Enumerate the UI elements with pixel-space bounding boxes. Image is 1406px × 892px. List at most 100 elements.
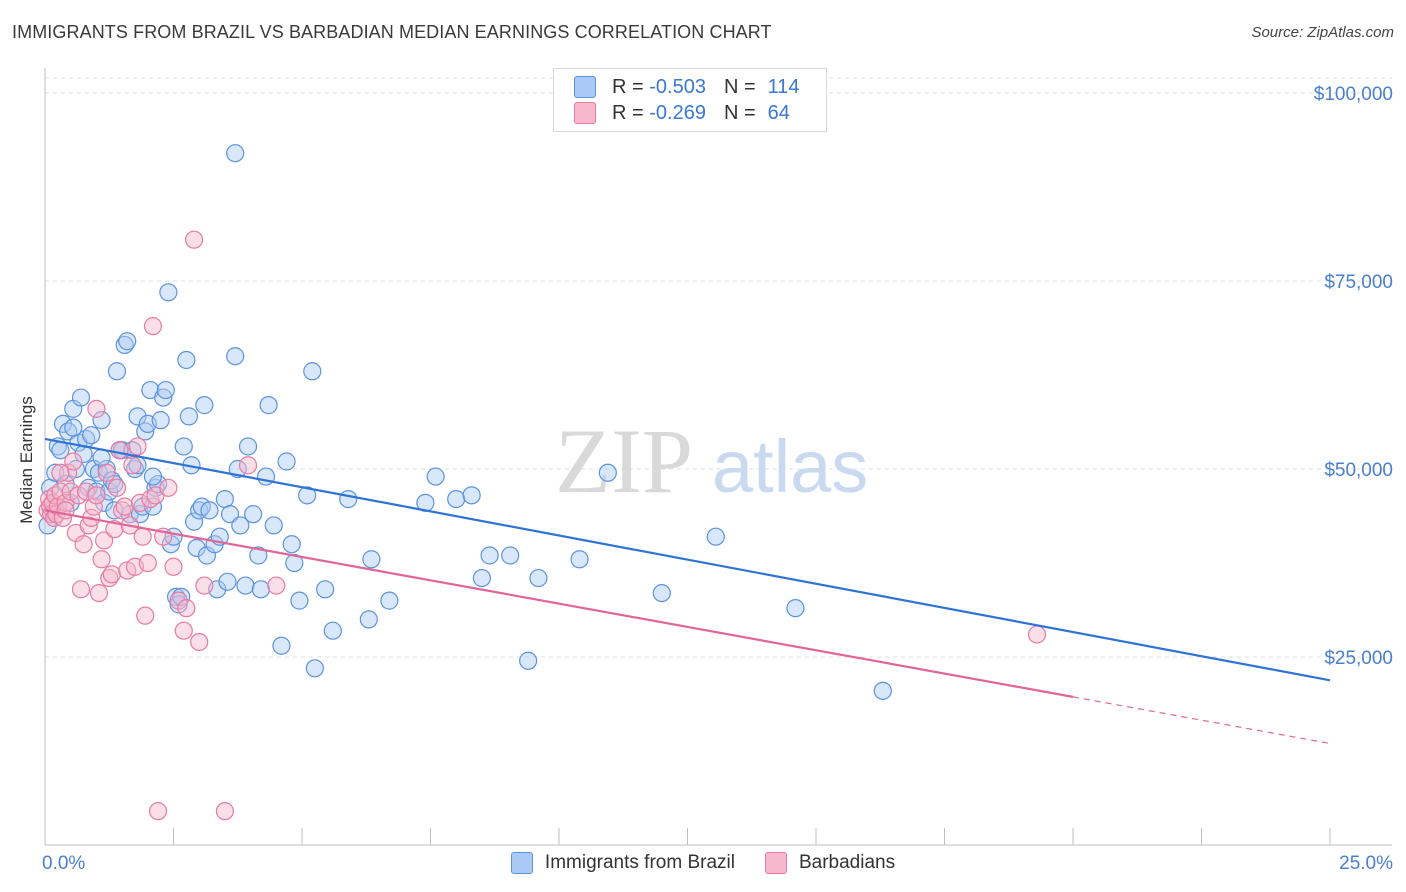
barbadian-point xyxy=(148,802,168,821)
brazil-point xyxy=(339,489,358,509)
brazil-point xyxy=(290,591,309,610)
barbadian-point xyxy=(195,576,214,595)
brazil-point xyxy=(226,347,245,366)
legend-n-label: N = xyxy=(723,75,756,98)
trend-line-brazil xyxy=(44,437,1331,682)
brazil-point xyxy=(143,467,163,486)
brazil-point xyxy=(786,599,805,618)
barbadian-point xyxy=(164,557,183,576)
tick-labels: $25,000 $50,000 $75,000 $100,000 0.0% 25.0% xyxy=(42,84,1393,874)
legend-swatch-barbadian xyxy=(574,102,596,124)
barbadian-point xyxy=(51,482,70,501)
brazil-point xyxy=(151,411,170,430)
series-brazil-points xyxy=(38,144,892,700)
barbadian-point xyxy=(128,437,147,456)
barbadian-point xyxy=(238,456,258,475)
barbadian-point xyxy=(138,553,157,573)
brazil-point xyxy=(159,283,178,302)
y-axis-label: Median Earnings xyxy=(17,396,36,524)
legend-item-barbadian[interactable]: Barbadians xyxy=(764,852,896,874)
brazil-point xyxy=(298,486,317,505)
barbadian-point xyxy=(51,463,70,482)
brazil-point xyxy=(244,505,263,524)
legend-label-barbadian: Barbadians xyxy=(798,852,896,873)
brazil-point xyxy=(652,583,671,603)
brazil-point xyxy=(359,610,378,629)
legend-n-value-brazil: 114 xyxy=(767,75,800,98)
brazil-point xyxy=(570,550,589,569)
barbadian-point xyxy=(84,497,103,516)
brazil-point xyxy=(95,493,114,512)
barbadian-point xyxy=(59,463,78,482)
brazil-point xyxy=(519,651,538,670)
brazil-point xyxy=(107,362,127,381)
barbadian-point xyxy=(133,527,152,546)
brazil-point xyxy=(226,144,245,163)
brazil-point xyxy=(82,426,101,445)
barbadian-point xyxy=(102,565,121,584)
watermark: ZIP atlas xyxy=(555,410,868,512)
barbadian-point xyxy=(159,478,178,497)
series-legend: Immigrants from Brazil Barbadians xyxy=(0,852,1406,874)
brazil-point xyxy=(177,350,196,370)
legend-n-value-barbadian: 64 xyxy=(767,101,790,124)
legend-row-brazil: R = -0.503 N = 114 xyxy=(574,74,800,100)
brazil-point xyxy=(236,576,255,595)
grid-lines xyxy=(45,77,1392,658)
brazil-point xyxy=(179,407,199,426)
legend-swatch-brazil xyxy=(510,852,533,874)
trend-line-barbadian-extension xyxy=(1072,696,1331,745)
trend-line-barbadian xyxy=(44,509,1074,698)
watermark-zip: ZIP xyxy=(555,410,693,512)
brazil-point xyxy=(362,550,381,569)
barbadian-point xyxy=(130,493,150,512)
barbadian-point xyxy=(169,591,188,610)
brazil-point xyxy=(64,418,83,437)
brazil-point xyxy=(249,546,268,565)
x-tick-label: 0.0% xyxy=(42,853,85,874)
barbadian-point xyxy=(97,463,116,482)
y-tick-label: $50,000 xyxy=(1324,460,1393,481)
brazil-point xyxy=(323,621,342,640)
barbadian-point xyxy=(89,583,109,603)
brazil-point xyxy=(200,501,219,520)
barbadian-point xyxy=(105,520,124,539)
correlation-legend: R = -0.503 N = 114 R = -0.269 N = 64 xyxy=(553,68,827,132)
legend-r-value-brazil: -0.503 xyxy=(649,75,706,98)
barbadian-point xyxy=(190,632,209,652)
legend-swatch-brazil xyxy=(574,76,596,98)
brazil-point xyxy=(462,486,481,505)
barbadian-point xyxy=(92,550,111,569)
barbadian-point xyxy=(215,802,234,821)
brazil-point xyxy=(259,396,278,415)
legend-r-value-barbadian: -0.269 xyxy=(649,101,706,124)
barbadian-point xyxy=(177,599,196,618)
trend-lines xyxy=(44,437,1331,745)
brazil-point xyxy=(118,332,137,351)
brazil-point xyxy=(529,568,548,588)
legend-row-barbadian: R = -0.269 N = 64 xyxy=(574,100,790,126)
brazil-point xyxy=(105,501,124,520)
brazil-point xyxy=(480,546,499,565)
legend-item-brazil[interactable]: Immigrants from Brazil xyxy=(510,852,735,874)
brazil-point xyxy=(706,527,725,546)
watermark-atlas: atlas xyxy=(712,425,868,508)
brazil-point xyxy=(184,512,204,531)
brazil-point xyxy=(264,516,283,535)
barbadian-point xyxy=(143,317,163,336)
barbadian-point xyxy=(87,486,106,505)
brazil-point xyxy=(277,452,296,471)
brazil-point xyxy=(215,489,234,509)
barbadian-point xyxy=(267,576,286,595)
brazil-point xyxy=(251,580,270,599)
brazil-point xyxy=(46,463,65,482)
x-tick-label: 25.0% xyxy=(1339,853,1393,874)
brazil-point xyxy=(316,580,335,599)
brazil-point xyxy=(128,407,147,426)
barbadian-point xyxy=(95,531,114,550)
barbadian-point xyxy=(87,399,106,418)
brazil-point xyxy=(426,467,445,486)
barbadian-point xyxy=(174,621,193,640)
brazil-point xyxy=(305,659,324,678)
